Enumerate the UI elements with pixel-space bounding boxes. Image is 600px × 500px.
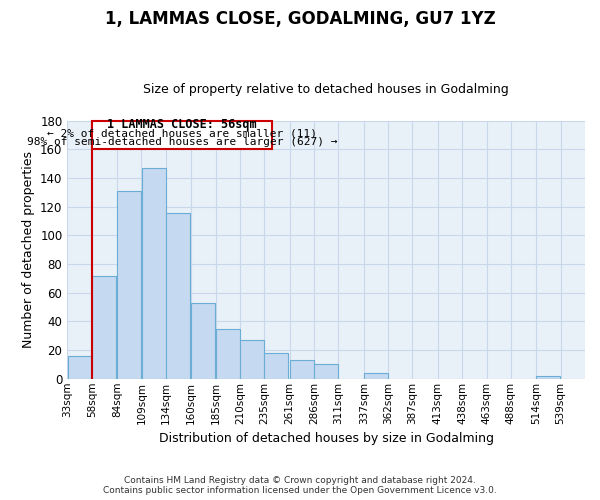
Bar [536, 376, 560, 379]
Bar [117, 191, 141, 379]
Bar [314, 364, 338, 379]
Text: ← 2% of detached houses are smaller (11): ← 2% of detached houses are smaller (11) [47, 128, 317, 138]
Y-axis label: Number of detached properties: Number of detached properties [22, 152, 35, 348]
Bar [290, 360, 314, 379]
Bar [215, 328, 240, 379]
Title: Size of property relative to detached houses in Godalming: Size of property relative to detached ho… [143, 83, 509, 96]
Text: 1, LAMMAS CLOSE, GODALMING, GU7 1YZ: 1, LAMMAS CLOSE, GODALMING, GU7 1YZ [104, 10, 496, 28]
Bar [191, 303, 215, 379]
Text: 98% of semi-detached houses are larger (627) →: 98% of semi-detached houses are larger (… [26, 138, 337, 147]
Bar [240, 340, 264, 379]
Bar [68, 356, 92, 379]
Text: 1 LAMMAS CLOSE: 56sqm: 1 LAMMAS CLOSE: 56sqm [107, 118, 257, 131]
Bar [166, 212, 190, 379]
X-axis label: Distribution of detached houses by size in Godalming: Distribution of detached houses by size … [158, 432, 494, 445]
Text: Contains HM Land Registry data © Crown copyright and database right 2024.
Contai: Contains HM Land Registry data © Crown c… [103, 476, 497, 495]
Bar [92, 276, 116, 379]
Bar [92, 121, 272, 150]
Bar [364, 373, 388, 379]
Bar [265, 353, 289, 379]
Bar [142, 168, 166, 379]
